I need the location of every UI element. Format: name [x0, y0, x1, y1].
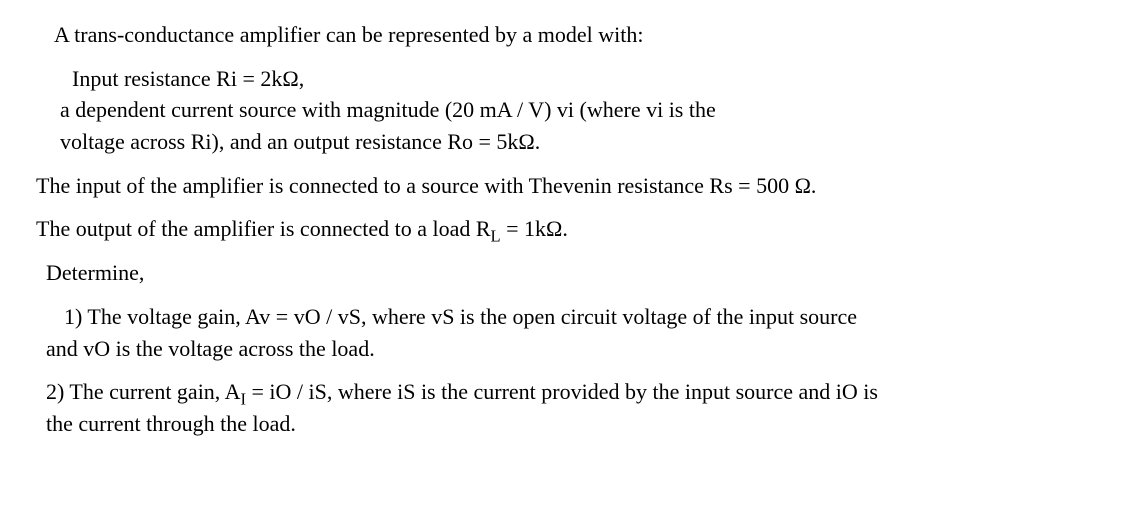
question2-line2: the current through the load. [36, 409, 1109, 439]
spec2a-text: a dependent current source with magnitud… [60, 97, 716, 122]
spec1-text: Input resistance Ri = 2kΩ, [72, 66, 304, 91]
spec2b-text: voltage across Ri), and an output resist… [60, 129, 540, 154]
problem-statement: A trans-conductance amplifier can be rep… [0, 0, 1145, 473]
outputConn-post: = 1kΩ. [501, 216, 568, 241]
question1-line2: and vO is the voltage across the load. [36, 334, 1109, 364]
spec-dependent-source-line1: a dependent current source with magnitud… [66, 95, 1109, 125]
spec-block: Input resistance Ri = 2kΩ, a dependent c… [36, 64, 1109, 157]
determine-heading: Determine, [36, 258, 1109, 288]
question1-line1: 1) The voltage gain, Av = vO / vS, where… [36, 302, 1109, 332]
q2a-post: = iO / iS, where iS is the current provi… [246, 379, 878, 404]
intro-text: A trans-conductance amplifier can be rep… [36, 20, 1109, 50]
spec-dependent-source-line2: voltage across Ri), and an output resist… [66, 127, 1109, 157]
outputConn-pre: The output of the amplifier is connected… [36, 216, 491, 241]
q2a-pre: 2) The current gain, A [46, 379, 240, 404]
outputConn-sub: L [491, 227, 501, 246]
input-connection: The input of the amplifier is connected … [36, 171, 1109, 201]
question2-line1: 2) The current gain, AI = iO / iS, where… [36, 377, 1109, 407]
spec-input-resistance: Input resistance Ri = 2kΩ, [72, 64, 1109, 94]
output-connection: The output of the amplifier is connected… [36, 214, 1109, 244]
